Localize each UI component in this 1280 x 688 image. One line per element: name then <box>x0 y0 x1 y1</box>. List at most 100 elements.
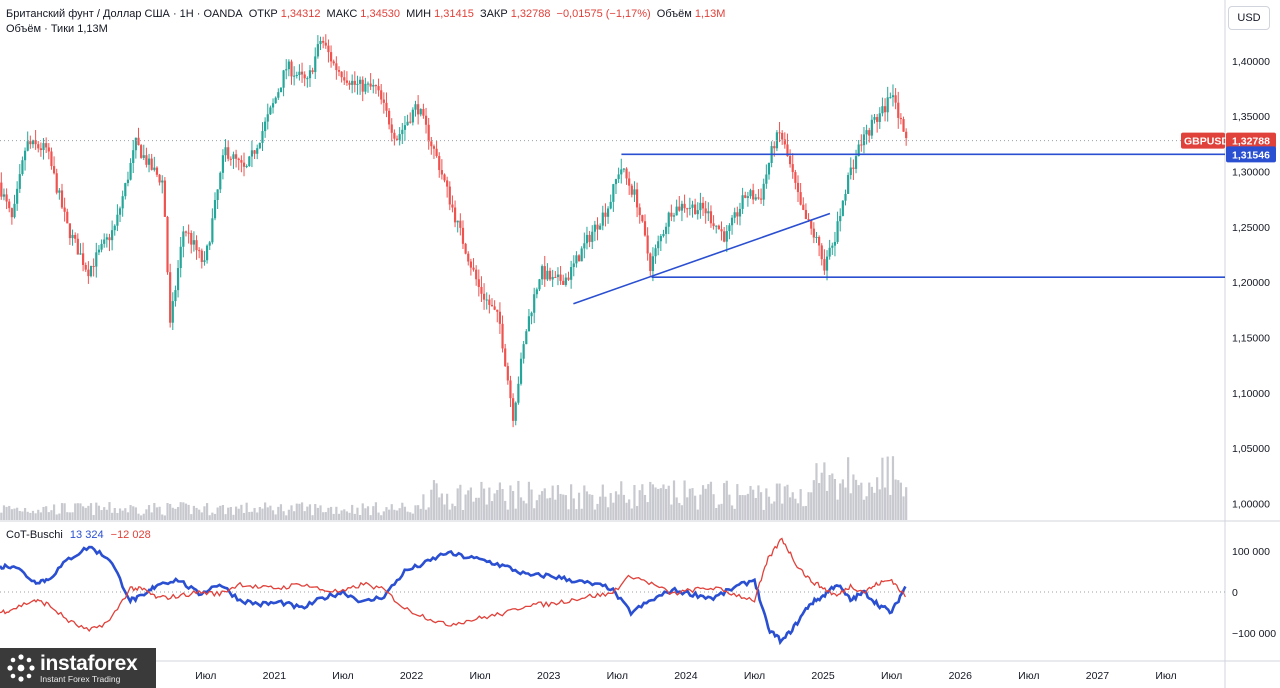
candle-body <box>746 196 749 198</box>
volume-bar <box>150 512 153 520</box>
volume-bar <box>137 513 140 520</box>
candle-body <box>641 215 644 222</box>
volume-bar <box>767 496 771 520</box>
volume-bar <box>242 512 246 520</box>
volume-bar <box>475 497 478 520</box>
volume-bar <box>58 513 61 520</box>
volume-bar <box>417 505 420 520</box>
candle-body <box>614 179 618 185</box>
volume-bar <box>224 514 227 520</box>
volume-bar <box>643 494 647 520</box>
volume-bar <box>517 480 520 520</box>
candle-body <box>256 148 259 154</box>
candle-body <box>504 348 507 367</box>
candle-body <box>667 212 670 227</box>
volume-bar <box>599 496 602 520</box>
volume-bar <box>657 488 660 520</box>
volume-bar <box>219 505 222 520</box>
candle-body <box>232 154 235 159</box>
volume-bar <box>604 496 607 520</box>
candle-body <box>176 268 180 291</box>
candle-body <box>401 129 404 135</box>
volume-bar <box>364 508 367 520</box>
volume-bar <box>773 501 776 520</box>
candle-body <box>198 250 201 252</box>
candle-body <box>759 198 763 200</box>
volume-bar <box>97 505 101 520</box>
volume-bar <box>132 506 135 520</box>
volume-bar <box>862 499 866 520</box>
candle-body <box>701 202 705 209</box>
candle-body <box>902 119 905 132</box>
candle-body <box>823 259 826 271</box>
cot-legend: CoT-Buschi 13 324 −12 028 <box>6 529 151 541</box>
volume-bar <box>654 487 657 520</box>
candle-body <box>894 95 897 103</box>
volume-bar <box>298 503 301 520</box>
candle-body <box>248 156 251 167</box>
candle-body <box>622 168 625 170</box>
candle-body <box>13 203 16 218</box>
volume-bar <box>47 512 50 520</box>
candle-body <box>158 174 161 183</box>
candle-body <box>757 197 760 199</box>
volume-bar <box>169 503 172 520</box>
volume-bar <box>688 488 691 520</box>
volume-bar <box>374 502 378 520</box>
candle-body <box>258 142 261 149</box>
volume-bars <box>0 456 908 520</box>
volume-bar <box>205 503 209 520</box>
volume-bar <box>200 512 203 520</box>
volume-bar <box>18 510 21 520</box>
candle-body <box>815 236 818 238</box>
volume-bar <box>733 508 736 520</box>
candle-body <box>266 114 269 122</box>
volume-bar <box>836 499 839 520</box>
candle-body <box>717 225 720 230</box>
candle-body <box>828 247 831 257</box>
close-label: ЗАКР <box>479 8 508 20</box>
volume-bar <box>527 481 531 520</box>
volume-bar <box>295 503 298 520</box>
volume-bar <box>659 488 662 520</box>
volume-bar <box>216 507 219 520</box>
volume-bar <box>630 508 633 520</box>
volume-bar <box>424 509 428 520</box>
volume-bar <box>707 484 710 520</box>
volume-bar <box>361 503 364 520</box>
candle-body <box>10 208 13 218</box>
volume-bar <box>725 480 728 520</box>
trend-line <box>573 212 831 305</box>
candle-body <box>788 156 792 165</box>
candle-body <box>646 235 649 254</box>
volume-bar <box>443 504 446 520</box>
volume-bar <box>385 507 388 520</box>
candle-body <box>382 99 385 103</box>
volume-bar <box>899 482 902 520</box>
volume-bar <box>883 487 887 520</box>
candle-body <box>184 231 188 233</box>
candle-body <box>562 280 565 285</box>
candle-body <box>752 190 755 200</box>
volume-bar <box>192 505 195 520</box>
candle-body <box>612 184 615 202</box>
candle-body <box>712 223 715 227</box>
volume-bar <box>182 502 185 520</box>
volume-bar <box>427 507 430 520</box>
candle-body <box>498 311 502 324</box>
candle-body <box>166 216 169 273</box>
candle-body <box>678 206 681 211</box>
candle-body <box>638 207 641 216</box>
volume-bar <box>548 497 552 520</box>
candle-body <box>356 83 359 85</box>
volume-bar <box>366 506 370 520</box>
candle-body <box>39 148 42 151</box>
volume-bar <box>258 507 261 520</box>
brand-name: instaforex <box>40 651 138 675</box>
time-tick-label: Июл <box>469 670 490 682</box>
candle-body <box>522 344 525 359</box>
currency-button[interactable]: USD <box>1228 6 1270 30</box>
candle-body <box>530 312 533 317</box>
candle-body <box>84 264 87 270</box>
candle-body <box>860 144 863 146</box>
